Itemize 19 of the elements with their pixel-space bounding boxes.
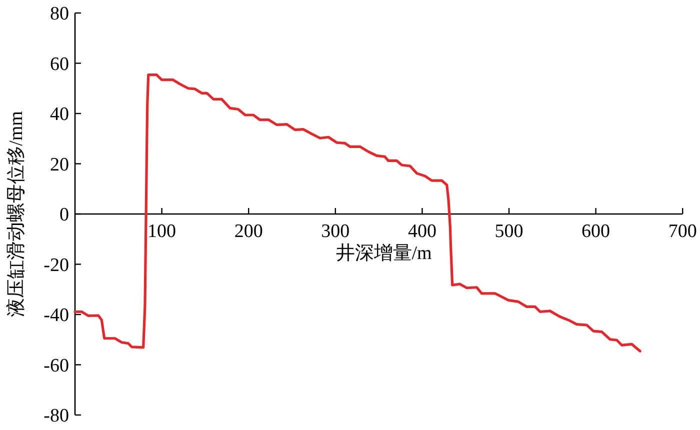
x-tick-label: 400 xyxy=(408,221,436,242)
x-tick-label: 600 xyxy=(582,221,610,242)
y-tick-label: 20 xyxy=(50,154,69,176)
y-tick-label: 40 xyxy=(50,104,69,125)
x-axis-title: 井深增量/m xyxy=(336,243,432,264)
y-tick-label: -60 xyxy=(44,355,69,376)
y-tick-label: 80 xyxy=(50,4,69,24)
y-tick-label: 0 xyxy=(60,204,69,226)
x-tick-label: 300 xyxy=(321,221,350,242)
y-tick-label: 60 xyxy=(50,54,69,75)
x-tick-label: 200 xyxy=(234,221,263,242)
y-tick-label: -20 xyxy=(44,254,69,276)
x-tick-label: 500 xyxy=(494,221,524,242)
x-tick-label: 700 xyxy=(668,221,697,242)
y-tick-label: -40 xyxy=(44,305,69,326)
y-axis-title: 液压缸滑动螺母位移/mm xyxy=(5,110,27,317)
line-series xyxy=(74,74,642,352)
x-tick-label: 100 xyxy=(148,221,176,242)
y-tick-label: -80 xyxy=(44,406,69,426)
